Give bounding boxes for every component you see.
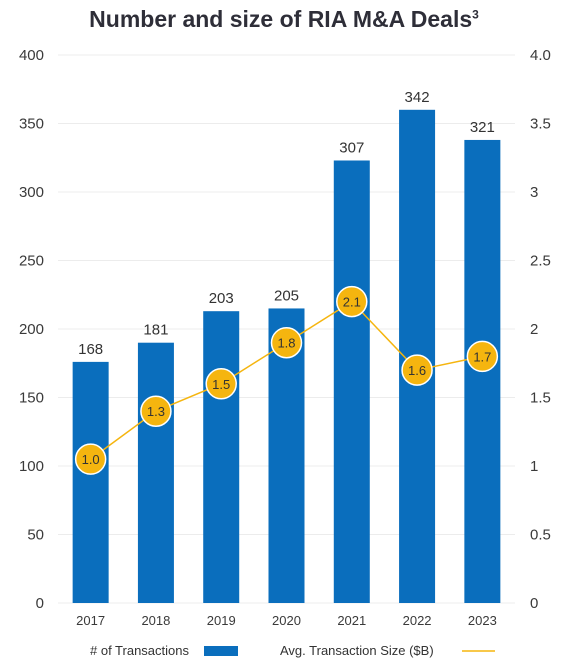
line-value-label: 1.3 (147, 404, 165, 419)
legend: # of Transactions Avg. Transaction Size (… (90, 643, 495, 658)
bar-series: 168 181 203 205 307 342 321 (72, 89, 501, 604)
line-point (140, 395, 172, 427)
chart-title-footnote: 3 (472, 7, 479, 22)
line-value-label: 1.5 (212, 377, 230, 392)
line-value-label: 1.0 (82, 452, 100, 467)
axes: 0 50 100 150 200 250 300 350 400 0 0.5 1 1.5 2 2.5 3 3.5… (19, 47, 551, 628)
bar (333, 160, 370, 604)
y-right-tick-label: 2.5 (530, 253, 551, 270)
x-tick-label: 2018 (141, 613, 170, 628)
y-left-tick-label: 150 (19, 390, 44, 407)
bar (72, 361, 109, 603)
bar-value-label: 342 (405, 89, 430, 106)
bar-value-label: 181 (143, 322, 168, 339)
bar (203, 311, 240, 603)
y-left-tick-label: 0 (36, 595, 44, 612)
y-right-tick-label: 4.0 (530, 47, 551, 64)
line-point (74, 443, 107, 475)
y-right-tick-label: 1.5 (530, 390, 551, 407)
y-right-tick-label: 3 (530, 184, 538, 201)
chart-title-text: Number and size of RIA M&A Deals (89, 6, 473, 32)
y-left-tick-label: 400 (19, 47, 44, 64)
bar (137, 342, 174, 603)
chart-title: Number and size of RIA M&A Deals3 (0, 6, 568, 33)
line-value-label: 2.1 (343, 295, 361, 310)
line-point (336, 285, 368, 318)
y-left-tick-label: 100 (19, 458, 44, 475)
y-left-tick-label: 50 (27, 527, 44, 544)
line-value-label: 1.8 (277, 336, 295, 351)
y-left-tick-label: 300 (19, 184, 44, 201)
line-value-label: 1.6 (408, 363, 426, 378)
y-left-tick-label: 200 (19, 321, 44, 338)
y-right-tick-label: 0.5 (530, 527, 551, 544)
line-point (401, 354, 433, 386)
grid-lines (58, 54, 515, 604)
y-right-tick-label: 1 (530, 458, 538, 475)
x-tick-label: 2021 (337, 613, 366, 628)
y-right-tick-label: 3.5 (530, 116, 551, 133)
y-left-tick-label: 250 (19, 253, 44, 270)
line-point (205, 368, 237, 400)
line-point (270, 326, 303, 359)
bar-value-label: 168 (78, 341, 103, 358)
bar-value-label: 203 (209, 290, 234, 307)
bar-value-label: 205 (274, 287, 299, 304)
x-tick-label: 2022 (403, 613, 432, 628)
legend-bar-swatch (204, 646, 238, 656)
y-left-tick-label: 350 (19, 116, 44, 133)
x-tick-label: 2023 (468, 613, 497, 628)
x-tick-label: 2019 (207, 613, 236, 628)
line-point (466, 340, 499, 373)
line-series: 1.0 1.3 1.5 1.8 2.1 1.6 1.7 (74, 285, 499, 475)
bar-value-label: 307 (339, 139, 364, 156)
legend-line-label: Avg. Transaction Size ($B) (280, 643, 434, 658)
legend-bar-label: # of Transactions (90, 643, 189, 658)
line-value-label: 1.7 (473, 349, 491, 364)
x-tick-label: 2020 (272, 613, 301, 628)
bar-value-label: 321 (470, 119, 495, 136)
x-tick-label: 2017 (76, 613, 105, 628)
y-right-tick-label: 2 (530, 321, 538, 338)
y-right-tick-label: 0 (530, 595, 538, 612)
